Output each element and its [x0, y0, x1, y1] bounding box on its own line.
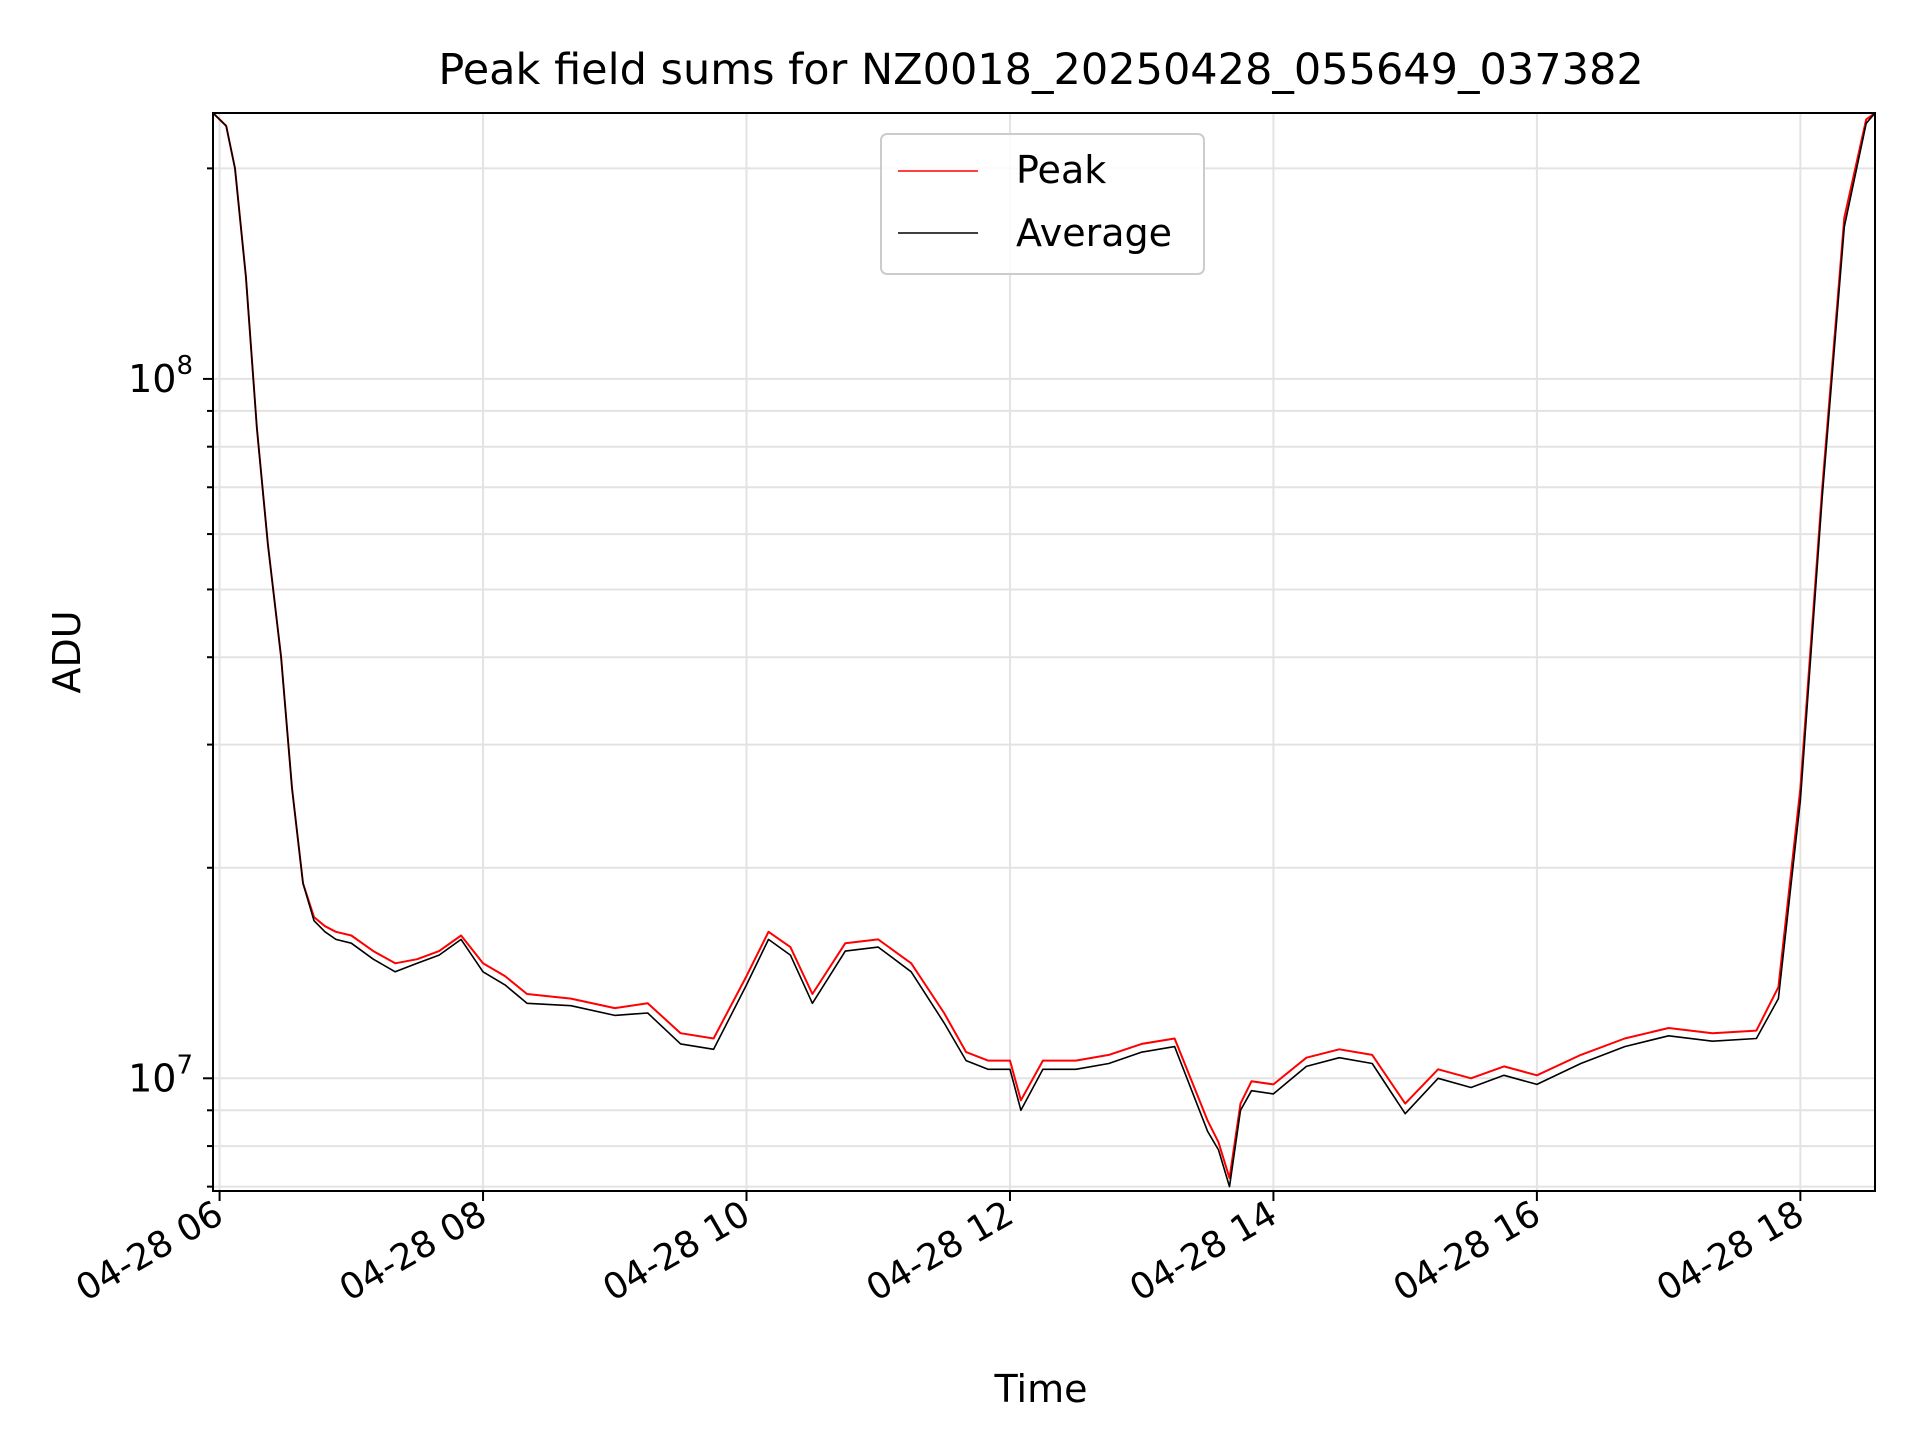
- legend-label-average: Average: [1016, 211, 1172, 255]
- y-tick-label: 108: [128, 351, 193, 401]
- plot-frame: [212, 112, 1876, 1192]
- x-axis-label: Time: [994, 1367, 1088, 1411]
- legend-label-peak: Peak: [1016, 148, 1106, 192]
- series-line-peak: [213, 113, 1875, 1180]
- legend-box: [880, 133, 1205, 275]
- chart-title: Peak field sums for NZ0018_20250428_0556…: [438, 45, 1643, 95]
- grid: [213, 113, 1875, 1191]
- y-tick-label: 107: [128, 1050, 193, 1100]
- y-axis-label: ADU: [45, 610, 89, 693]
- y-axis: 108 107: [128, 167, 213, 1188]
- legend: Peak Average: [880, 133, 1205, 275]
- plot-lines: [213, 113, 1875, 1188]
- series-line-average: [213, 113, 1875, 1188]
